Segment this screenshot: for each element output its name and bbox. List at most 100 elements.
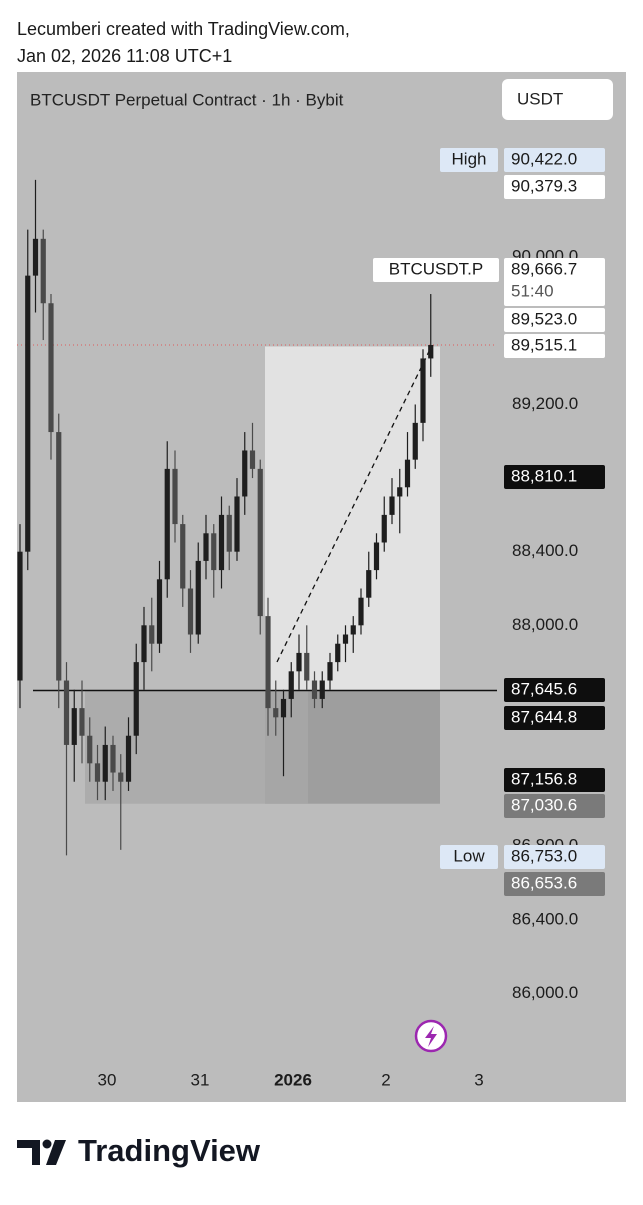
price-tag-label: 89,666.7 [511,259,577,278]
brand-name: TradingView [78,1133,261,1168]
x-tick-label: 2 [381,1070,390,1089]
candle-body [389,496,395,515]
candle-body [366,570,372,598]
candle-body [133,662,139,736]
candle-body [180,524,186,589]
credit-line: Lecumberi created with TradingView.com, [17,19,350,39]
candle-body [211,533,217,571]
x-tick-label: 3 [474,1070,483,1089]
candle-body [265,616,271,709]
candle-body [164,468,170,580]
price-tag-label: 86,753.0 [511,846,577,865]
chart-title: BTCUSDT Perpetual Contract · 1h · Bybit [30,90,344,109]
price-tag-label: 89,515.1 [511,335,577,354]
candle-body [257,468,263,617]
price-tag [504,768,605,792]
candle-body [48,303,54,433]
candle-body [327,662,333,681]
flash-icon[interactable] [414,1019,448,1053]
candle-body [342,634,349,644]
candle-body [296,652,302,672]
candle-body [156,579,163,644]
candle-body [412,422,418,460]
candle-body [203,533,209,561]
candle-body [63,680,70,745]
currency-label[interactable]: USDT [517,89,563,108]
x-tick-label: 31 [191,1070,210,1089]
price-tag [504,794,605,818]
candle-body [149,625,155,644]
candle-body [304,652,310,681]
candle-body [311,680,318,699]
price-tag [504,872,605,896]
candle-body [358,597,364,626]
candle-body [373,542,380,571]
candle-body [17,551,23,681]
y-tick-label: 89,200.0 [512,394,578,413]
candle-body [172,468,178,525]
tag-name-box [440,148,498,172]
y-tick-label: 86,000.0 [512,983,578,1002]
y-tick-label: 88,000.0 [512,615,578,634]
candle-body [32,238,39,276]
tag-name-box [440,845,498,869]
price-tag [504,148,605,172]
candle-body [195,560,201,635]
symbol-box [373,258,499,282]
price-tag [504,334,605,358]
candle-body [428,345,434,359]
candle-body [102,744,108,782]
candle-body [110,744,116,773]
candle-body [87,735,93,764]
price-tag [504,465,605,489]
countdown: 51:40 [511,281,554,300]
candle-body [187,588,194,635]
candle-body [71,708,77,745]
x-tick-label: 30 [98,1070,117,1089]
candle-body [319,680,325,699]
candle-body [40,238,46,304]
price-tag-label: 90,379.3 [511,176,577,195]
price-tag-label: 87,645.6 [511,679,577,698]
price-tag-label: 89,523.0 [511,309,577,328]
plot-area [17,179,501,994]
candle-body [234,496,240,552]
price-tag-label: 90,422.0 [511,149,577,168]
tag-name: Low [453,846,485,865]
projection-line [276,349,431,663]
price-tag [504,308,605,332]
brand-logo [17,1139,66,1165]
price-tag-label: 87,030.6 [511,795,577,814]
candle-body [381,514,387,543]
candle-body [273,708,279,718]
candle-body [420,358,426,423]
tag-name: High [452,149,487,168]
target-zone [265,346,440,691]
price-tag-label: 86,653.6 [511,873,577,892]
candle-body [226,514,232,552]
price-tag-label: 87,156.8 [511,769,577,788]
candle-body [288,671,294,699]
candle-body [94,763,101,782]
price-tag [504,845,605,869]
currency-button[interactable] [502,79,613,120]
candle-body [249,450,256,469]
candle-body [125,735,132,782]
candle-body [242,450,248,497]
candle-body [350,625,356,635]
y-tick-label: 88,400.0 [512,541,578,560]
candle-body [141,625,147,663]
price-tag-label: 88,810.1 [511,466,577,485]
candle-body [335,643,341,663]
candle-body [404,459,411,488]
price-tag [504,678,605,702]
x-tick-label: 2026 [274,1070,312,1089]
price-tag [504,175,605,199]
price-tag-label: 87,644.8 [511,707,577,726]
candle-body [218,514,225,571]
y-tick-label: 86,400.0 [512,909,578,928]
candle-body [79,708,85,736]
timestamp-line: Jan 02, 2026 11:08 UTC+1 [17,46,232,66]
candle-body [280,698,287,718]
